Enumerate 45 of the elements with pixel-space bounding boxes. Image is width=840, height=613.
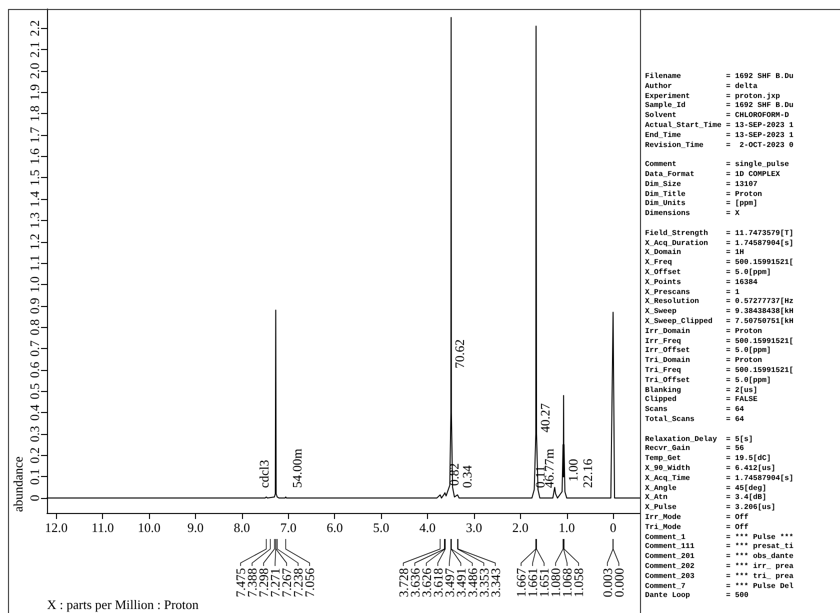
x-tick-label: 10.0 bbox=[138, 520, 160, 535]
annotation: 40.27 bbox=[537, 402, 552, 433]
x-tick-label: 2.0 bbox=[512, 520, 528, 535]
y-tick-label: 0.1 bbox=[27, 468, 42, 485]
y-tick-label: 0.2 bbox=[27, 447, 42, 464]
y-tick-label: 1.1 bbox=[27, 255, 42, 272]
x-tick-label: 12.0 bbox=[44, 520, 68, 535]
y-tick-label: 0.9 bbox=[27, 298, 42, 314]
y-tick-label: 2.2 bbox=[27, 20, 42, 36]
x-tick-label: 3.0 bbox=[466, 520, 482, 535]
x-axis-title: X : parts per Million : Proton bbox=[47, 597, 200, 612]
y-tick-label: 1.8 bbox=[27, 106, 42, 122]
x-tick-label: 9.0 bbox=[187, 520, 204, 535]
y-tick-label: 0.4 bbox=[27, 404, 42, 421]
y-tick-label: 0.6 bbox=[27, 361, 42, 378]
x-tick-label: 8.0 bbox=[234, 520, 250, 535]
x-tick-label: 1.0 bbox=[558, 520, 575, 535]
annotation: cdcl3 bbox=[256, 460, 272, 488]
x-tick-label: 0 bbox=[610, 520, 616, 535]
y-axis-title: abundance bbox=[10, 456, 26, 512]
x-tick-label: 6.0 bbox=[326, 520, 343, 535]
y-tick-label: 1.0 bbox=[27, 276, 42, 293]
y-tick-label: 1.4 bbox=[27, 190, 42, 208]
x-tick-label: 4.0 bbox=[419, 520, 436, 535]
x-tick-label: 11.0 bbox=[92, 520, 114, 535]
y-tick-label: 0.8 bbox=[27, 319, 42, 336]
y-tick-label: 0.3 bbox=[27, 426, 42, 442]
x-tick-label: 5.0 bbox=[373, 520, 390, 535]
y-tick-label: 2.1 bbox=[27, 41, 42, 58]
y-tick-label: 0 bbox=[27, 494, 42, 502]
y-tick-label: 2.0 bbox=[27, 62, 42, 80]
annotation: 70.62 bbox=[452, 339, 467, 368]
y-tick-label: 1.9 bbox=[27, 84, 42, 100]
y-tick-label: 0.7 bbox=[27, 340, 42, 357]
y-tick-label: 1.5 bbox=[27, 170, 42, 186]
y-tick-label: 1.2 bbox=[27, 234, 42, 250]
y-tick-label: 1.6 bbox=[27, 148, 42, 164]
annotation: 1.00 bbox=[565, 458, 580, 482]
y-tick-label: 1.7 bbox=[27, 126, 42, 144]
y-tick-label: 1.3 bbox=[27, 212, 42, 229]
y-tick-label: 0.5 bbox=[27, 383, 42, 400]
annotation: 0.34 bbox=[460, 464, 475, 488]
x-tick-label: 7.0 bbox=[280, 520, 296, 535]
annotation: 54.00m bbox=[289, 448, 304, 488]
annotation: 22.16 bbox=[580, 458, 595, 488]
